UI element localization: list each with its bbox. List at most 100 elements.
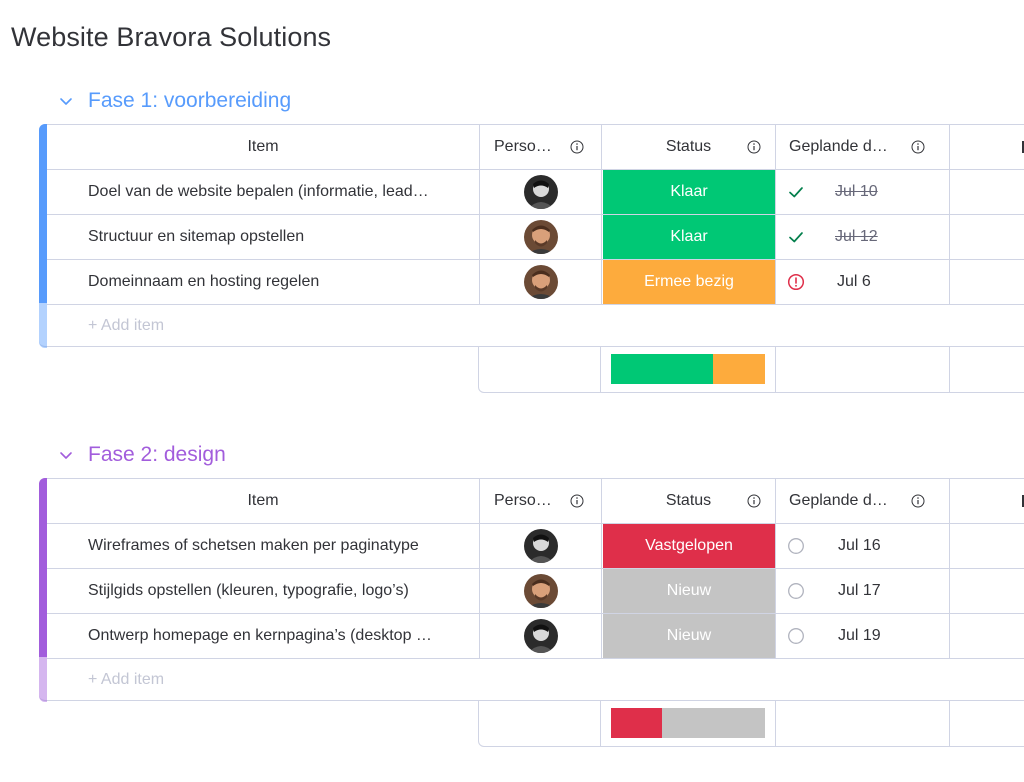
column-header-next[interactable] — [949, 125, 1024, 169]
circle-icon — [788, 538, 804, 554]
status-cell[interactable]: Vastgelopen — [601, 524, 775, 568]
table-header-row: Item Perso… Status Geplande d… — [47, 479, 1024, 524]
group-title[interactable]: Fase 1: voorbereiding — [88, 89, 292, 112]
next-cell[interactable] — [949, 524, 1024, 568]
item-name[interactable]: Doel van de website bepalen (informatie,… — [88, 183, 429, 200]
info-icon[interactable] — [747, 494, 761, 508]
avatar[interactable] — [523, 175, 558, 209]
battery-segment-ermee-bezig — [713, 354, 765, 384]
next-cell[interactable] — [949, 215, 1024, 259]
table-row[interactable]: Wireframes of schetsen maken per paginat… — [47, 524, 1024, 569]
column-header-item[interactable]: Item — [247, 138, 279, 155]
column-header-date-label: Geplande d… — [789, 138, 888, 155]
avatar[interactable] — [523, 220, 558, 254]
group-title[interactable]: Fase 2: design — [88, 443, 226, 466]
item-name[interactable]: Domeinnaam en hosting regelen — [88, 273, 320, 290]
status-summary-battery[interactable] — [611, 708, 765, 738]
column-header-status[interactable]: Status — [601, 479, 775, 523]
table-row[interactable]: Stijlgids opstellen (kleuren, typografie… — [47, 569, 1024, 614]
date-value: Jul 19 — [838, 627, 881, 644]
group-header[interactable]: Fase 1: voorbereiding — [58, 89, 291, 113]
status-label[interactable]: Nieuw — [603, 614, 775, 658]
add-item-input[interactable]: + Add item — [88, 317, 165, 334]
item-name[interactable]: Structuur en sitemap opstellen — [88, 228, 305, 245]
status-cell[interactable]: Ermee bezig — [601, 260, 775, 304]
info-icon[interactable] — [570, 494, 584, 508]
status-label[interactable]: Klaar — [603, 170, 775, 214]
date-cell[interactable]: Jul 12 — [775, 215, 949, 259]
person-cell[interactable] — [479, 569, 601, 613]
check-icon — [789, 232, 803, 243]
alert-icon — [787, 273, 805, 291]
date-cell[interactable]: Jul 16 — [775, 524, 949, 568]
date-cell[interactable]: Jul 19 — [775, 614, 949, 658]
column-header-status-label: Status — [665, 138, 712, 155]
info-icon[interactable] — [911, 140, 925, 154]
next-cell[interactable] — [949, 569, 1024, 613]
group-table: Item Perso… Status Geplande d… Wireframe… — [39, 478, 1024, 702]
column-header-date[interactable]: Geplande d… — [775, 125, 949, 169]
status-label[interactable]: Nieuw — [603, 569, 775, 613]
status-label[interactable]: Vastgelopen — [603, 524, 775, 568]
add-item-input[interactable]: + Add item — [88, 671, 165, 688]
next-cell[interactable] — [949, 170, 1024, 214]
date-value: Jul 10 — [835, 183, 878, 200]
column-header-item[interactable]: Item — [247, 492, 279, 509]
status-summary-battery[interactable] — [611, 354, 765, 384]
status-label[interactable]: Ermee bezig — [603, 260, 775, 304]
group-header[interactable]: Fase 2: design — [58, 443, 226, 467]
status-cell[interactable]: Nieuw — [601, 614, 775, 658]
info-icon[interactable] — [911, 494, 925, 508]
column-header-status[interactable]: Status — [601, 125, 775, 169]
person-cell[interactable] — [479, 524, 601, 568]
circle-icon — [788, 628, 804, 644]
next-cell[interactable] — [949, 260, 1024, 304]
item-name[interactable]: Ontwerp homepage en kernpagina’s (deskto… — [88, 627, 432, 644]
group-color-bar — [39, 124, 47, 348]
status-label[interactable]: Klaar — [603, 215, 775, 259]
person-cell[interactable] — [479, 614, 601, 658]
status-cell[interactable]: Klaar — [601, 170, 775, 214]
date-cell[interactable]: Jul 17 — [775, 569, 949, 613]
status-cell[interactable]: Klaar — [601, 215, 775, 259]
avatar[interactable] — [523, 574, 558, 608]
column-header-person[interactable]: Perso… — [479, 479, 601, 523]
column-header-person[interactable]: Perso… — [479, 125, 601, 169]
avatar[interactable] — [523, 529, 558, 563]
info-icon[interactable] — [747, 140, 761, 154]
date-cell[interactable]: Jul 10 — [775, 170, 949, 214]
status-cell[interactable]: Nieuw — [601, 569, 775, 613]
table-row[interactable]: Doel van de website bepalen (informatie,… — [47, 170, 1024, 215]
column-header-next[interactable] — [949, 479, 1024, 523]
table-header-row: Item Perso… Status Geplande d… — [47, 125, 1024, 170]
group-summary-row — [478, 701, 1024, 747]
table-row[interactable]: Structuur en sitemap opstellen Klaar Jul… — [47, 215, 1024, 260]
group-summary-row — [478, 347, 1024, 393]
column-header-date[interactable]: Geplande d… — [775, 479, 949, 523]
column-header-status-label: Status — [665, 492, 712, 509]
column-header-person-label: Perso… — [494, 138, 552, 155]
avatar[interactable] — [523, 619, 558, 653]
check-icon — [789, 187, 803, 198]
date-value: Jul 12 — [835, 228, 878, 245]
battery-segment-nieuw — [662, 708, 765, 738]
table-row[interactable]: Ontwerp homepage en kernpagina’s (deskto… — [47, 614, 1024, 659]
avatar[interactable] — [523, 265, 558, 299]
group-table: Item Perso… Status Geplande d… Doel van … — [39, 124, 1024, 348]
next-cell[interactable] — [949, 614, 1024, 658]
date-value: Jul 17 — [838, 582, 881, 599]
person-cell[interactable] — [479, 260, 601, 304]
item-name[interactable]: Stijlgids opstellen (kleuren, typografie… — [88, 582, 409, 599]
person-cell[interactable] — [479, 170, 601, 214]
person-cell[interactable] — [479, 215, 601, 259]
info-icon[interactable] — [570, 140, 584, 154]
date-cell[interactable]: Jul 6 — [775, 260, 949, 304]
column-header-person-label: Perso… — [494, 492, 552, 509]
battery-segment-klaar — [611, 354, 713, 384]
table-row[interactable]: Domeinnaam en hosting regelen Ermee bezi… — [47, 260, 1024, 305]
item-name[interactable]: Wireframes of schetsen maken per paginat… — [88, 537, 419, 554]
chevron-down-icon[interactable] — [58, 93, 74, 109]
date-value: Jul 16 — [838, 537, 881, 554]
chevron-down-icon[interactable] — [58, 447, 74, 463]
battery-segment-vastgelopen — [611, 708, 662, 738]
